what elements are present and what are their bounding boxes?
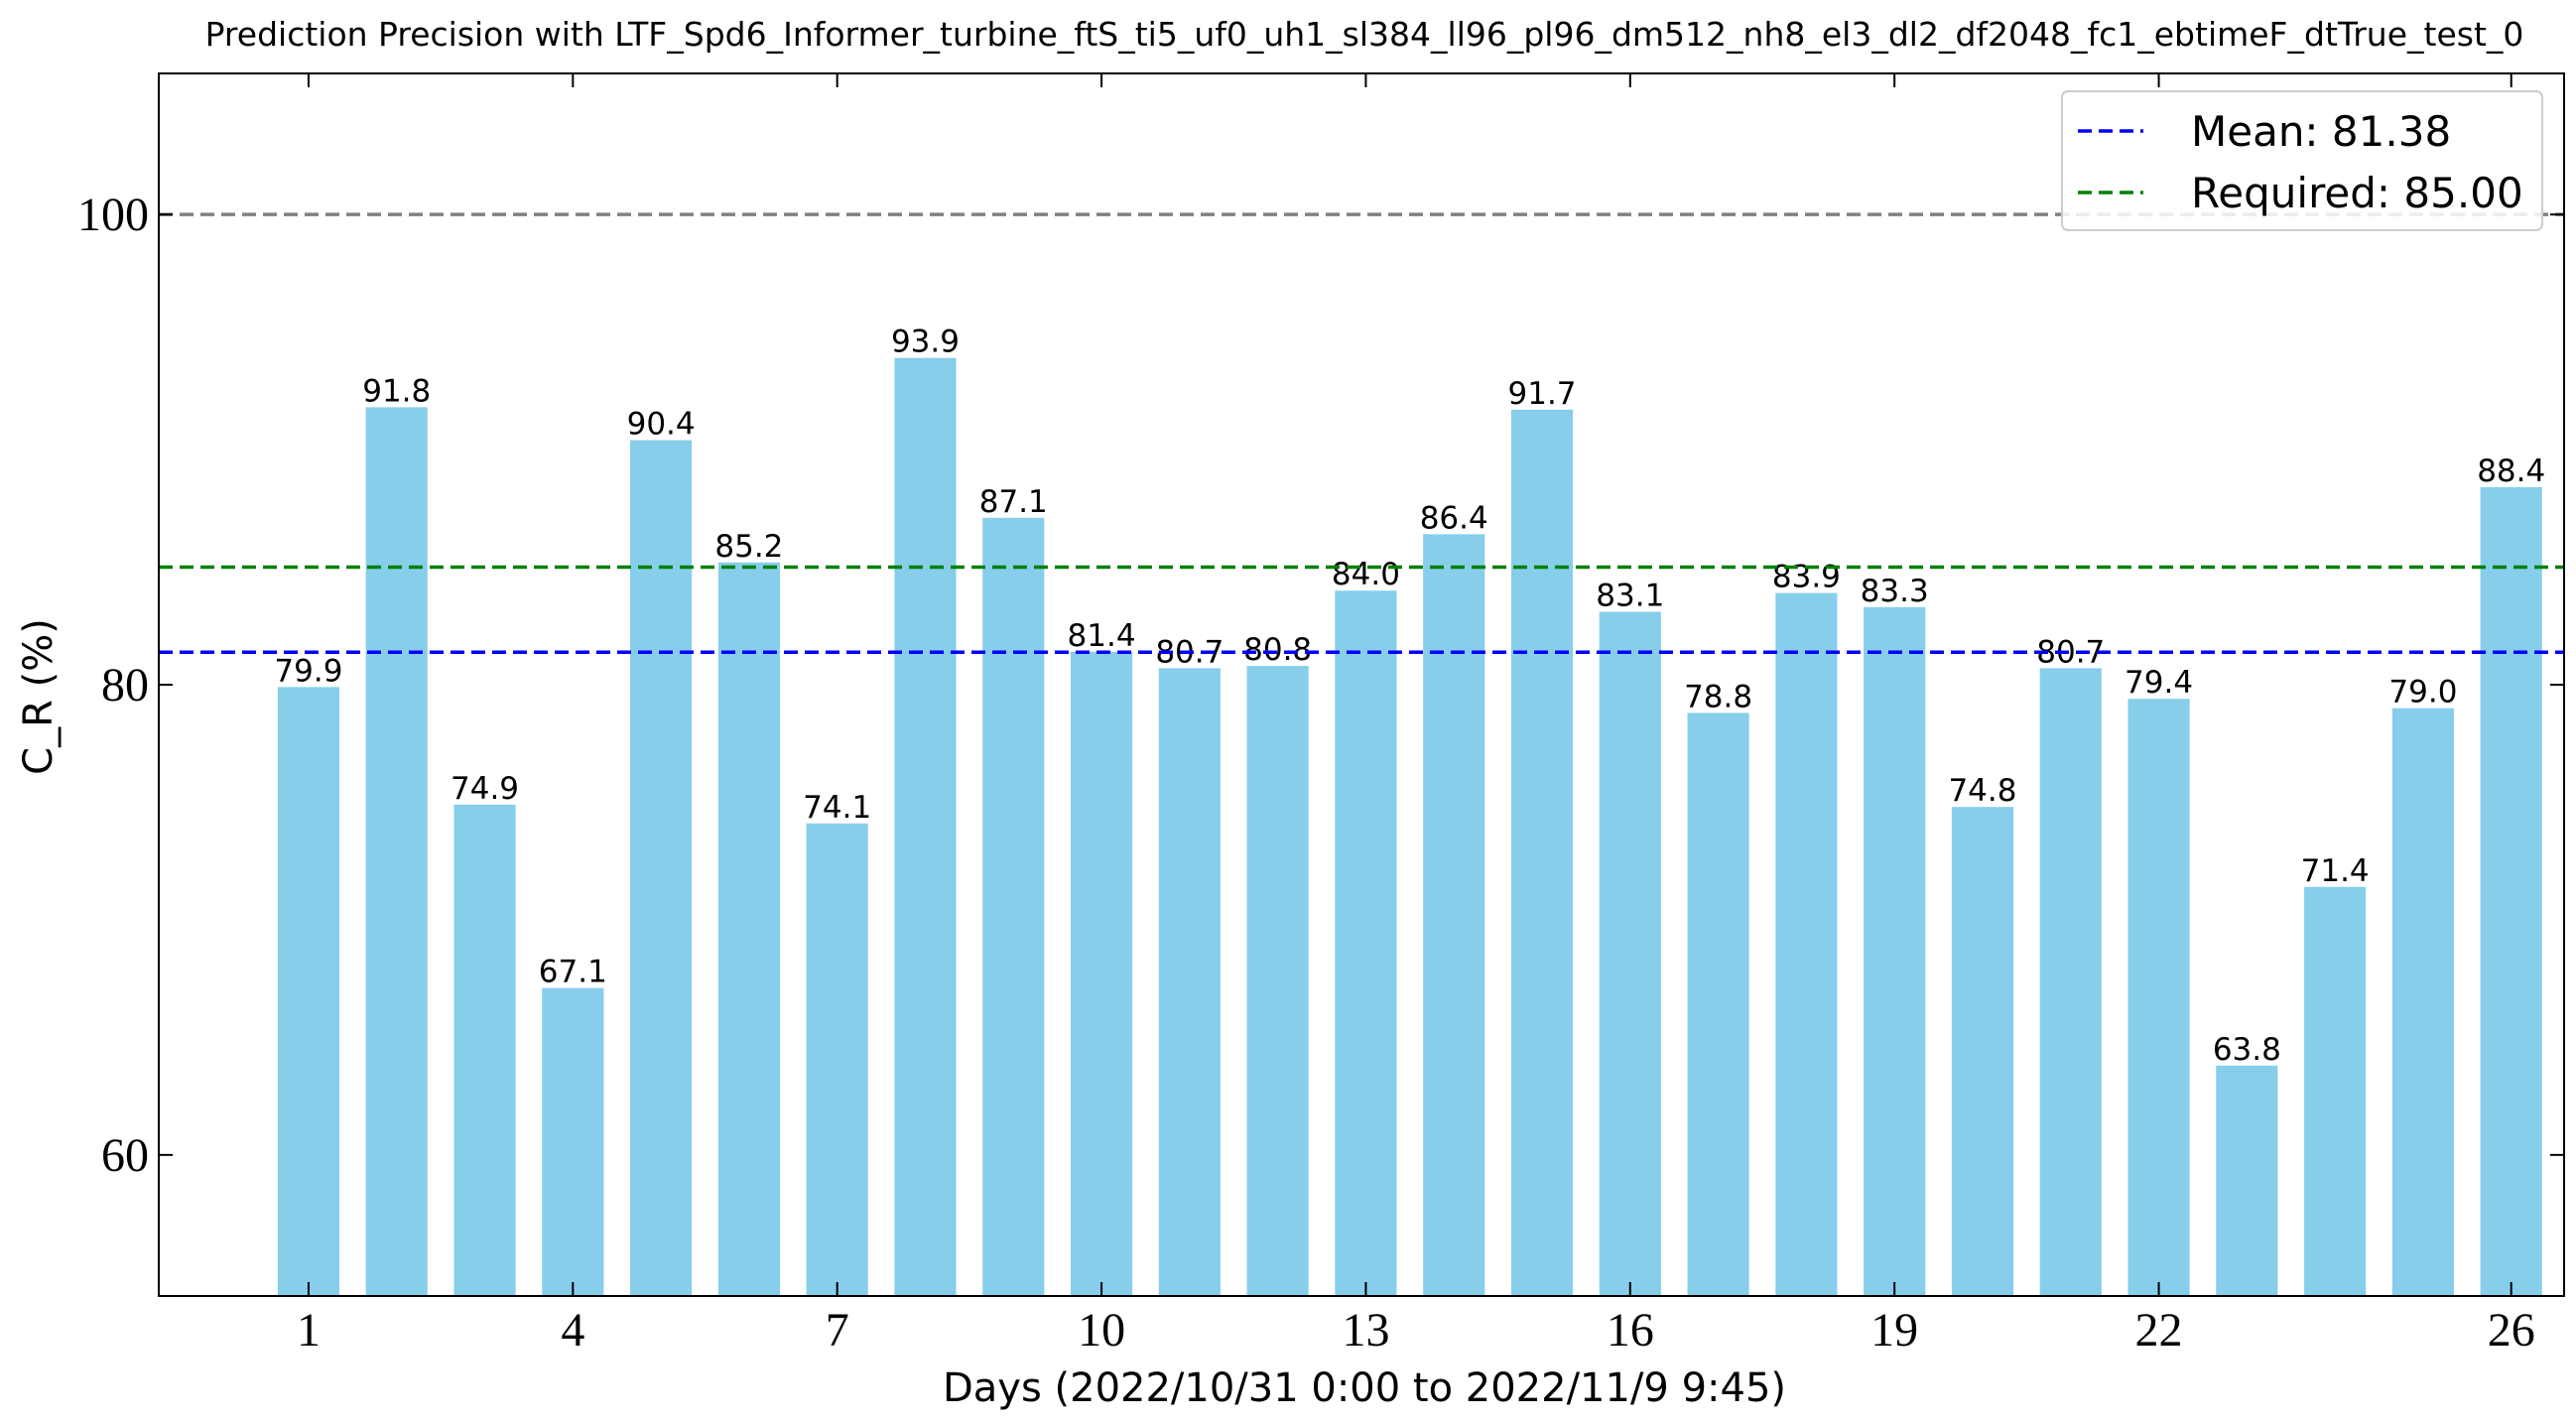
bar	[1070, 651, 1133, 1296]
bar-value-label: 74.9	[451, 771, 519, 807]
bar	[1158, 668, 1221, 1296]
x-tick-label: 4	[561, 1304, 584, 1357]
bar	[1246, 666, 1309, 1296]
bar-value-label: 74.1	[803, 790, 871, 826]
bar	[2039, 668, 2102, 1296]
legend-label: Mean: 81.38	[2191, 107, 2451, 156]
bar	[1864, 606, 1926, 1296]
x-tick-label: 16	[1607, 1304, 1654, 1357]
bar	[982, 517, 1045, 1296]
bar-value-label: 85.2	[714, 529, 783, 565]
bar	[1510, 409, 1574, 1296]
bar	[717, 562, 780, 1296]
bar	[1599, 611, 1661, 1296]
y-axis-label: C_R (%)	[16, 618, 62, 775]
bar-value-label: 63.8	[2213, 1032, 2281, 1068]
bar	[1423, 534, 1485, 1296]
bar-value-label: 79.4	[2125, 665, 2193, 701]
bar	[1687, 712, 1749, 1296]
bar-value-label: 83.1	[1596, 579, 1664, 614]
bar-value-label: 84.0	[1332, 557, 1400, 592]
bar	[2304, 886, 2367, 1296]
legend-box	[2061, 90, 2543, 231]
bar-value-label: 88.4	[2477, 453, 2545, 489]
bar	[1775, 592, 1838, 1296]
bar	[2391, 708, 2455, 1296]
y-tick-label: 80	[101, 659, 149, 712]
bar-value-label: 91.8	[362, 373, 431, 409]
bar-value-label: 83.9	[1772, 560, 1841, 595]
bar	[2216, 1065, 2278, 1296]
x-tick-label: 1	[297, 1304, 321, 1357]
bar-value-label: 79.0	[2388, 675, 2457, 711]
bar-value-label: 79.9	[274, 653, 342, 689]
bar	[894, 357, 957, 1297]
bar-value-label: 80.8	[1243, 632, 1312, 668]
x-tick-label: 22	[2135, 1304, 2183, 1357]
chart-title: Prediction Precision with LTF_Spd6_Infor…	[205, 15, 2524, 54]
bar-value-label: 71.4	[2301, 853, 2370, 889]
legend-label: Required: 85.00	[2191, 169, 2523, 217]
x-tick-label: 13	[1342, 1304, 1389, 1357]
bar	[2127, 699, 2190, 1296]
bar-value-label: 91.7	[1508, 376, 1577, 412]
bar	[2480, 486, 2542, 1296]
bar	[453, 804, 516, 1296]
bar-value-label: 93.9	[891, 324, 960, 360]
bar-value-label: 67.1	[539, 955, 607, 990]
bar-value-label: 83.3	[1861, 574, 1929, 609]
bar-value-label: 78.8	[1684, 679, 1752, 714]
bar-value-label: 81.4	[1068, 618, 1136, 654]
x-tick-label: 26	[2488, 1304, 2535, 1357]
bar	[1951, 807, 2014, 1296]
bar-value-label: 86.4	[1420, 500, 1488, 536]
y-tick-label: 100	[77, 189, 149, 241]
bar	[277, 687, 340, 1296]
bar	[630, 440, 693, 1297]
bar	[806, 823, 868, 1296]
bar-value-label: 87.1	[979, 484, 1048, 520]
bar-value-label: 90.4	[627, 407, 696, 443]
bar	[1335, 590, 1397, 1296]
x-tick-label: 19	[1870, 1304, 1918, 1357]
bar-value-label: 74.8	[1948, 773, 2016, 809]
x-axis-label: Days (2022/10/31 0:00 to 2022/11/9 9:45)	[943, 1365, 1786, 1411]
bar	[365, 407, 428, 1296]
x-tick-label: 10	[1078, 1304, 1125, 1357]
plot-area: 79.9 91.8 74.9 67.1 90.4 85.2 74.1 93.9 87.1 81.4…	[77, 72, 2565, 1357]
y-tick-label: 60	[101, 1129, 149, 1182]
x-tick-label: 7	[826, 1304, 849, 1357]
bar	[542, 987, 604, 1296]
